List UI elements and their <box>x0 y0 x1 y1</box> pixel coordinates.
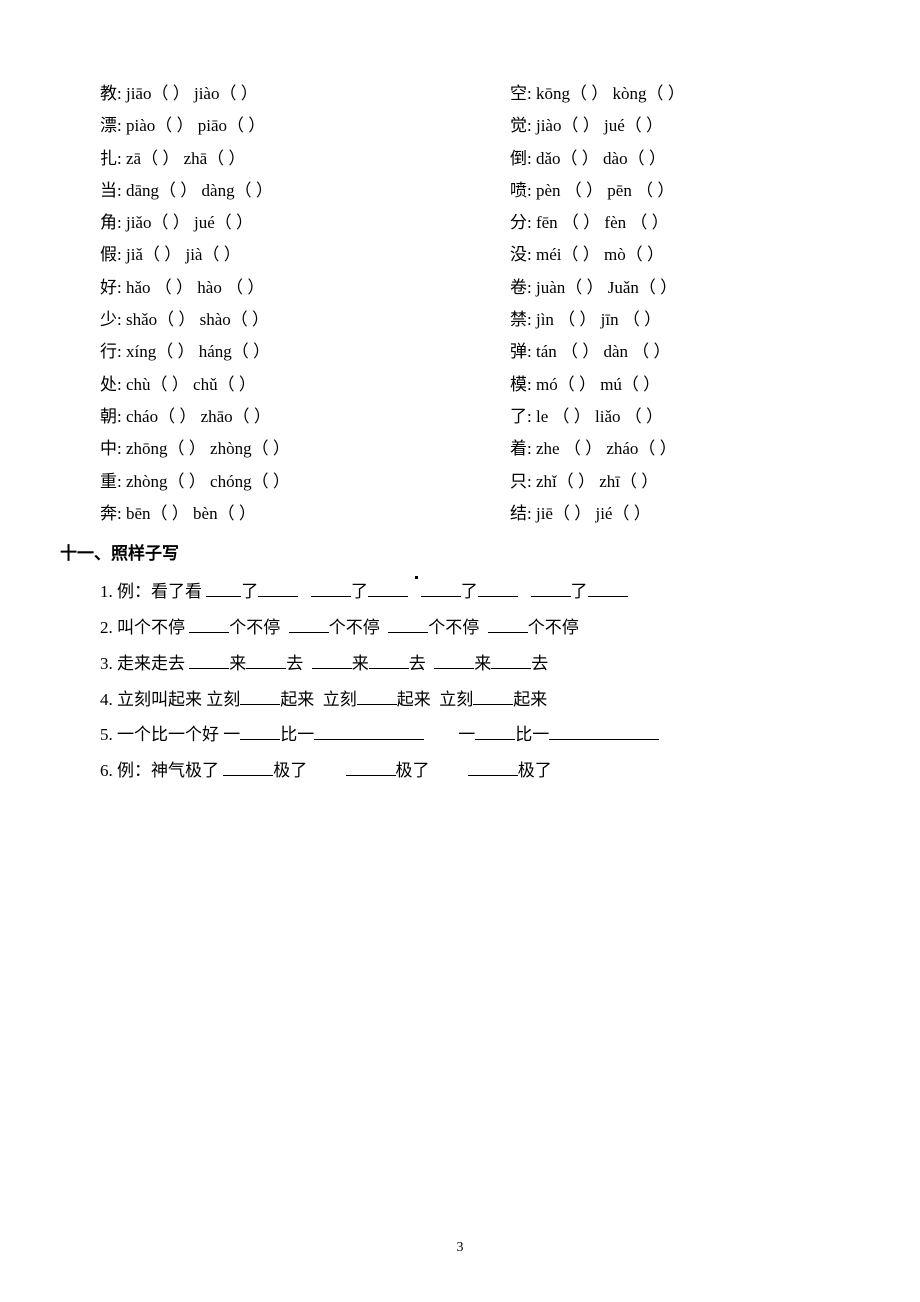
pinyin-row: 喷: pèn （ ） pēn （ ） <box>510 175 860 207</box>
pinyin-row: 假: jiǎ（ ） jià（ ） <box>100 239 450 271</box>
pinyin-row: 扎: zā（ ） zhā（ ） <box>100 143 450 175</box>
pinyin-row: 中: zhōng（ ） zhòng（ ） <box>100 433 450 465</box>
exercise-6: 6. 例：神气极了 极了 极了 极了 <box>100 753 860 789</box>
pinyin-row: 处: chù（ ） chǔ（ ） <box>100 369 450 401</box>
exercise-1: 1. 例：看了看 了 了 了 了 <box>100 574 860 610</box>
exercise-3: 3. 走来走去 来去 来去 来去 <box>100 646 860 682</box>
pinyin-row: 行: xíng（ ） háng（ ） <box>100 336 450 368</box>
ex6-prefix: 6. 例：神气极了 <box>100 761 223 780</box>
exercise-4: 4. 立刻叫起来 立刻起来 立刻起来 立刻起来 <box>100 682 860 718</box>
pinyin-row: 教: jiāo（ ） jiào（ ） <box>100 78 450 110</box>
pinyin-row: 弹: tán （ ） dàn （ ） <box>510 336 860 368</box>
pinyin-row: 好: hǎo （ ） hào （ ） <box>100 272 450 304</box>
pinyin-row: 空: kōng（ ） kòng（ ） <box>510 78 860 110</box>
pinyin-row: 朝: cháo（ ） zhāo（ ） <box>100 401 450 433</box>
pinyin-row: 分: fēn （ ） fèn （ ） <box>510 207 860 239</box>
ex3-prefix: 3. 走来走去 <box>100 654 189 673</box>
page-number: 3 <box>0 1235 920 1262</box>
center-dot <box>415 576 418 579</box>
pinyin-row: 少: shǎo（ ） shào（ ） <box>100 304 450 336</box>
pinyin-row: 倒: dǎo（ ） dào（ ） <box>510 143 860 175</box>
pinyin-row: 漂: piào（ ） piāo（ ） <box>100 110 450 142</box>
pinyin-row: 了: le （ ） liǎo （ ） <box>510 401 860 433</box>
pinyin-row: 着: zhe （ ） zháo（ ） <box>510 433 860 465</box>
ex5-prefix: 5. 一个比一个好 一 <box>100 725 240 744</box>
ex1-prefix: 1. 例：看了看 <box>100 582 206 601</box>
exercise-5: 5. 一个比一个好 一比一 一比一 <box>100 717 860 753</box>
pinyin-row: 角: jiǎo（ ） jué（ ） <box>100 207 450 239</box>
ex2-prefix: 2. 叫个不停 <box>100 618 189 637</box>
pinyin-row: 卷: juàn（ ） Juǎn（ ） <box>510 272 860 304</box>
pinyin-row: 模: mó（ ） mú（ ） <box>510 369 860 401</box>
ex4-prefix: 4. 立刻叫起来 立刻 <box>100 690 240 709</box>
pinyin-row: 当: dāng（ ） dàng（ ） <box>100 175 450 207</box>
pinyin-row: 结: jiē（ ） jié（ ） <box>510 498 860 530</box>
pinyin-row: 没: méi（ ） mò（ ） <box>510 239 860 271</box>
pinyin-row: 禁: jìn （ ） jīn （ ） <box>510 304 860 336</box>
pinyin-row: 重: zhòng（ ） chóng（ ） <box>100 466 450 498</box>
pinyin-row: 觉: jiào（ ） jué（ ） <box>510 110 860 142</box>
pinyin-row: 只: zhǐ（ ） zhī（ ） <box>510 466 860 498</box>
right-column: 空: kōng（ ） kòng（ ）觉: jiào（ ） jué（ ）倒: dǎ… <box>510 78 860 530</box>
section-title: 十一、照样子写 <box>60 538 860 570</box>
left-column: 教: jiāo（ ） jiào（ ）漂: piào（ ） piāo（ ）扎: z… <box>100 78 450 530</box>
exercise-2: 2. 叫个不停 个不停 个不停 个不停 个不停 <box>100 610 860 646</box>
pinyin-row: 奔: bēn（ ） bèn（ ） <box>100 498 450 530</box>
